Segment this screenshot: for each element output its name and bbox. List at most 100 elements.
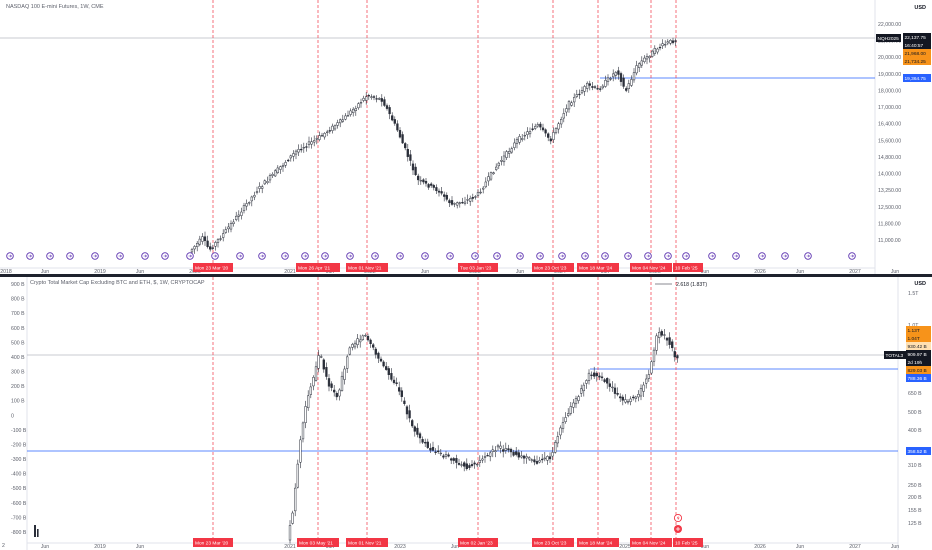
- total3-candle-29: [364, 335, 367, 337]
- nasdaq-candle-124: [513, 142, 516, 148]
- nasdaq-candle-63: [354, 108, 357, 111]
- total3-event-tag-7: 10 Feb '25: [675, 541, 698, 547]
- nasdaq-candle-29: [266, 181, 269, 183]
- nasdaq-candle-54: [331, 125, 334, 131]
- nasdaq-candle-110: [476, 192, 480, 196]
- total3-candle-53: [426, 441, 429, 448]
- total3-candle-149: [676, 355, 679, 359]
- total3-price-tag-4-bg: [906, 358, 931, 366]
- timeline-arrow-icon-14: [323, 254, 327, 258]
- total3-candle-56: [434, 451, 437, 453]
- nasdaq-price-tag-0: 22,137.75: [905, 35, 927, 41]
- nasdaq-x-tick-14: Jun: [701, 269, 709, 275]
- total3-candle-4: [299, 439, 302, 463]
- nasdaq-chart-pane[interactable]: 22,000.0021,000.0020,000.0019,000.0018,0…: [0, 0, 932, 275]
- total3-candle-3: [296, 463, 299, 488]
- total3-chart-pane[interactable]: 2.618 (1.83T) 900 B 800 B 700 B 600 B 500 B 40…: [0, 277, 932, 550]
- total3-candle-32: [372, 344, 375, 348]
- total3-candle-110: [574, 398, 578, 405]
- total3-right-tick-6: 250 B: [908, 483, 922, 489]
- nasdaq-candle-77: [391, 115, 394, 121]
- timeline-arrow-icon-23: [538, 254, 542, 258]
- nasdaq-candle-1: [193, 246, 196, 250]
- total3-price-tag-6-bg: [906, 374, 931, 382]
- nasdaq-chart-canvas[interactable]: 22,000.0021,000.0020,000.0019,000.0018,0…: [0, 0, 932, 275]
- total3-candle-60: [444, 453, 448, 457]
- nasdaq-candle-64: [357, 103, 360, 109]
- nasdaq-price-tag-4: 19,364.75: [905, 76, 927, 82]
- nasdaq-candle-14: [227, 226, 230, 230]
- earnings-flag-glyph: [675, 527, 681, 531]
- nasdaq-candle-3: [198, 238, 201, 245]
- total3-candle-59: [442, 455, 445, 458]
- timeline-arrow-icon-8: [188, 254, 192, 258]
- nasdaq-candle-66: [362, 97, 365, 101]
- nasdaq-candle-160: [606, 77, 610, 82]
- total3-ticker-tag-bg: [884, 351, 906, 359]
- nasdaq-candle-65: [359, 102, 363, 104]
- timeline-arrow-icon-18: [423, 254, 427, 258]
- total3-candle-145: [665, 337, 669, 341]
- nasdaq-event-tag-bg-5: [577, 263, 619, 272]
- total3-currency-label[interactable]: USD: [914, 281, 926, 287]
- nasdaq-event-tag-4: Mon 23 Oct '23: [534, 266, 567, 272]
- nasdaq-candle-179: [656, 48, 659, 53]
- timeline-arrow-icon-20: [473, 254, 477, 258]
- nasdaq-event-tag-bg-4: [532, 263, 574, 272]
- total3-candle-65: [457, 463, 461, 465]
- total3-chart-canvas[interactable]: 2.618 (1.83T) 900 B 800 B 700 B 600 B 500 B 40…: [0, 277, 932, 550]
- nasdaq-candle-61: [349, 110, 352, 115]
- total3-candle-106: [564, 417, 567, 422]
- total3-right-tick-5: 310 B: [908, 463, 922, 469]
- timeline-arrow-icon-4: [93, 254, 97, 258]
- total3-candle-36: [382, 361, 385, 367]
- total3-candle-30: [366, 335, 370, 341]
- total3-candle-97: [541, 458, 544, 461]
- nasdaq-event-tag-bg-1: [296, 263, 340, 272]
- nasdaq-candle-185: [671, 40, 675, 43]
- nasdaq-candle-123: [510, 148, 513, 153]
- nasdaq-candle-40: [294, 150, 298, 155]
- total3-candle-88: [517, 452, 520, 458]
- total3-early-candle-0: [34, 525, 36, 537]
- total3-candle-44: [403, 400, 406, 404]
- total3-candle-132: [632, 396, 635, 399]
- total3-x-tick-1: 2019: [94, 544, 106, 550]
- total3-candle-96: [538, 460, 541, 463]
- nasdaq-candle-173: [640, 60, 643, 66]
- nasdaq-candle-145: [567, 101, 571, 110]
- pane-divider[interactable]: [0, 274, 932, 277]
- nasdaq-currency-label[interactable]: USD: [914, 5, 926, 11]
- total3-candle-83: [504, 448, 507, 451]
- total3-x-tick-0: Jun: [41, 544, 49, 550]
- total3-candle-98: [543, 457, 546, 460]
- nasdaq-candle-92: [430, 183, 433, 186]
- total3-candle-62: [450, 458, 453, 461]
- nasdaq-candle-27: [261, 186, 264, 189]
- total3-candle-116: [590, 374, 593, 376]
- nasdaq-candle-9: [214, 242, 217, 247]
- nasdaq-candle-7: [209, 246, 212, 250]
- total3-x-tick-11: 2027: [849, 544, 861, 550]
- nasdaq-candle-133: [536, 124, 539, 127]
- nasdaq-candle-35: [281, 165, 285, 168]
- total3-candle-57: [437, 450, 440, 453]
- total3-right-tick-9: 125 B: [908, 521, 922, 527]
- nasdaq-candle-117: [495, 166, 498, 170]
- nasdaq-candle-25: [255, 191, 259, 193]
- nasdaq-price-tag-3: 21,734.25: [905, 59, 927, 65]
- nasdaq-candle-43: [302, 147, 305, 149]
- total3-right-tick-2: 650 B: [908, 391, 922, 397]
- nasdaq-candle-75: [385, 105, 389, 109]
- total3-candle-93: [530, 459, 533, 461]
- nasdaq-candle-164: [617, 70, 620, 75]
- nasdaq-candle-82: [404, 143, 407, 149]
- nasdaq-candle-2: [196, 242, 199, 248]
- nasdaq-candle-47: [313, 140, 316, 143]
- total3-candle-131: [629, 398, 632, 402]
- total3-left-tick-17: -800 B: [11, 530, 27, 536]
- total3-candle-78: [491, 449, 494, 452]
- total3-candle-85: [509, 448, 513, 453]
- total3-candle-133: [634, 396, 637, 399]
- nasdaq-candle-38: [289, 155, 292, 159]
